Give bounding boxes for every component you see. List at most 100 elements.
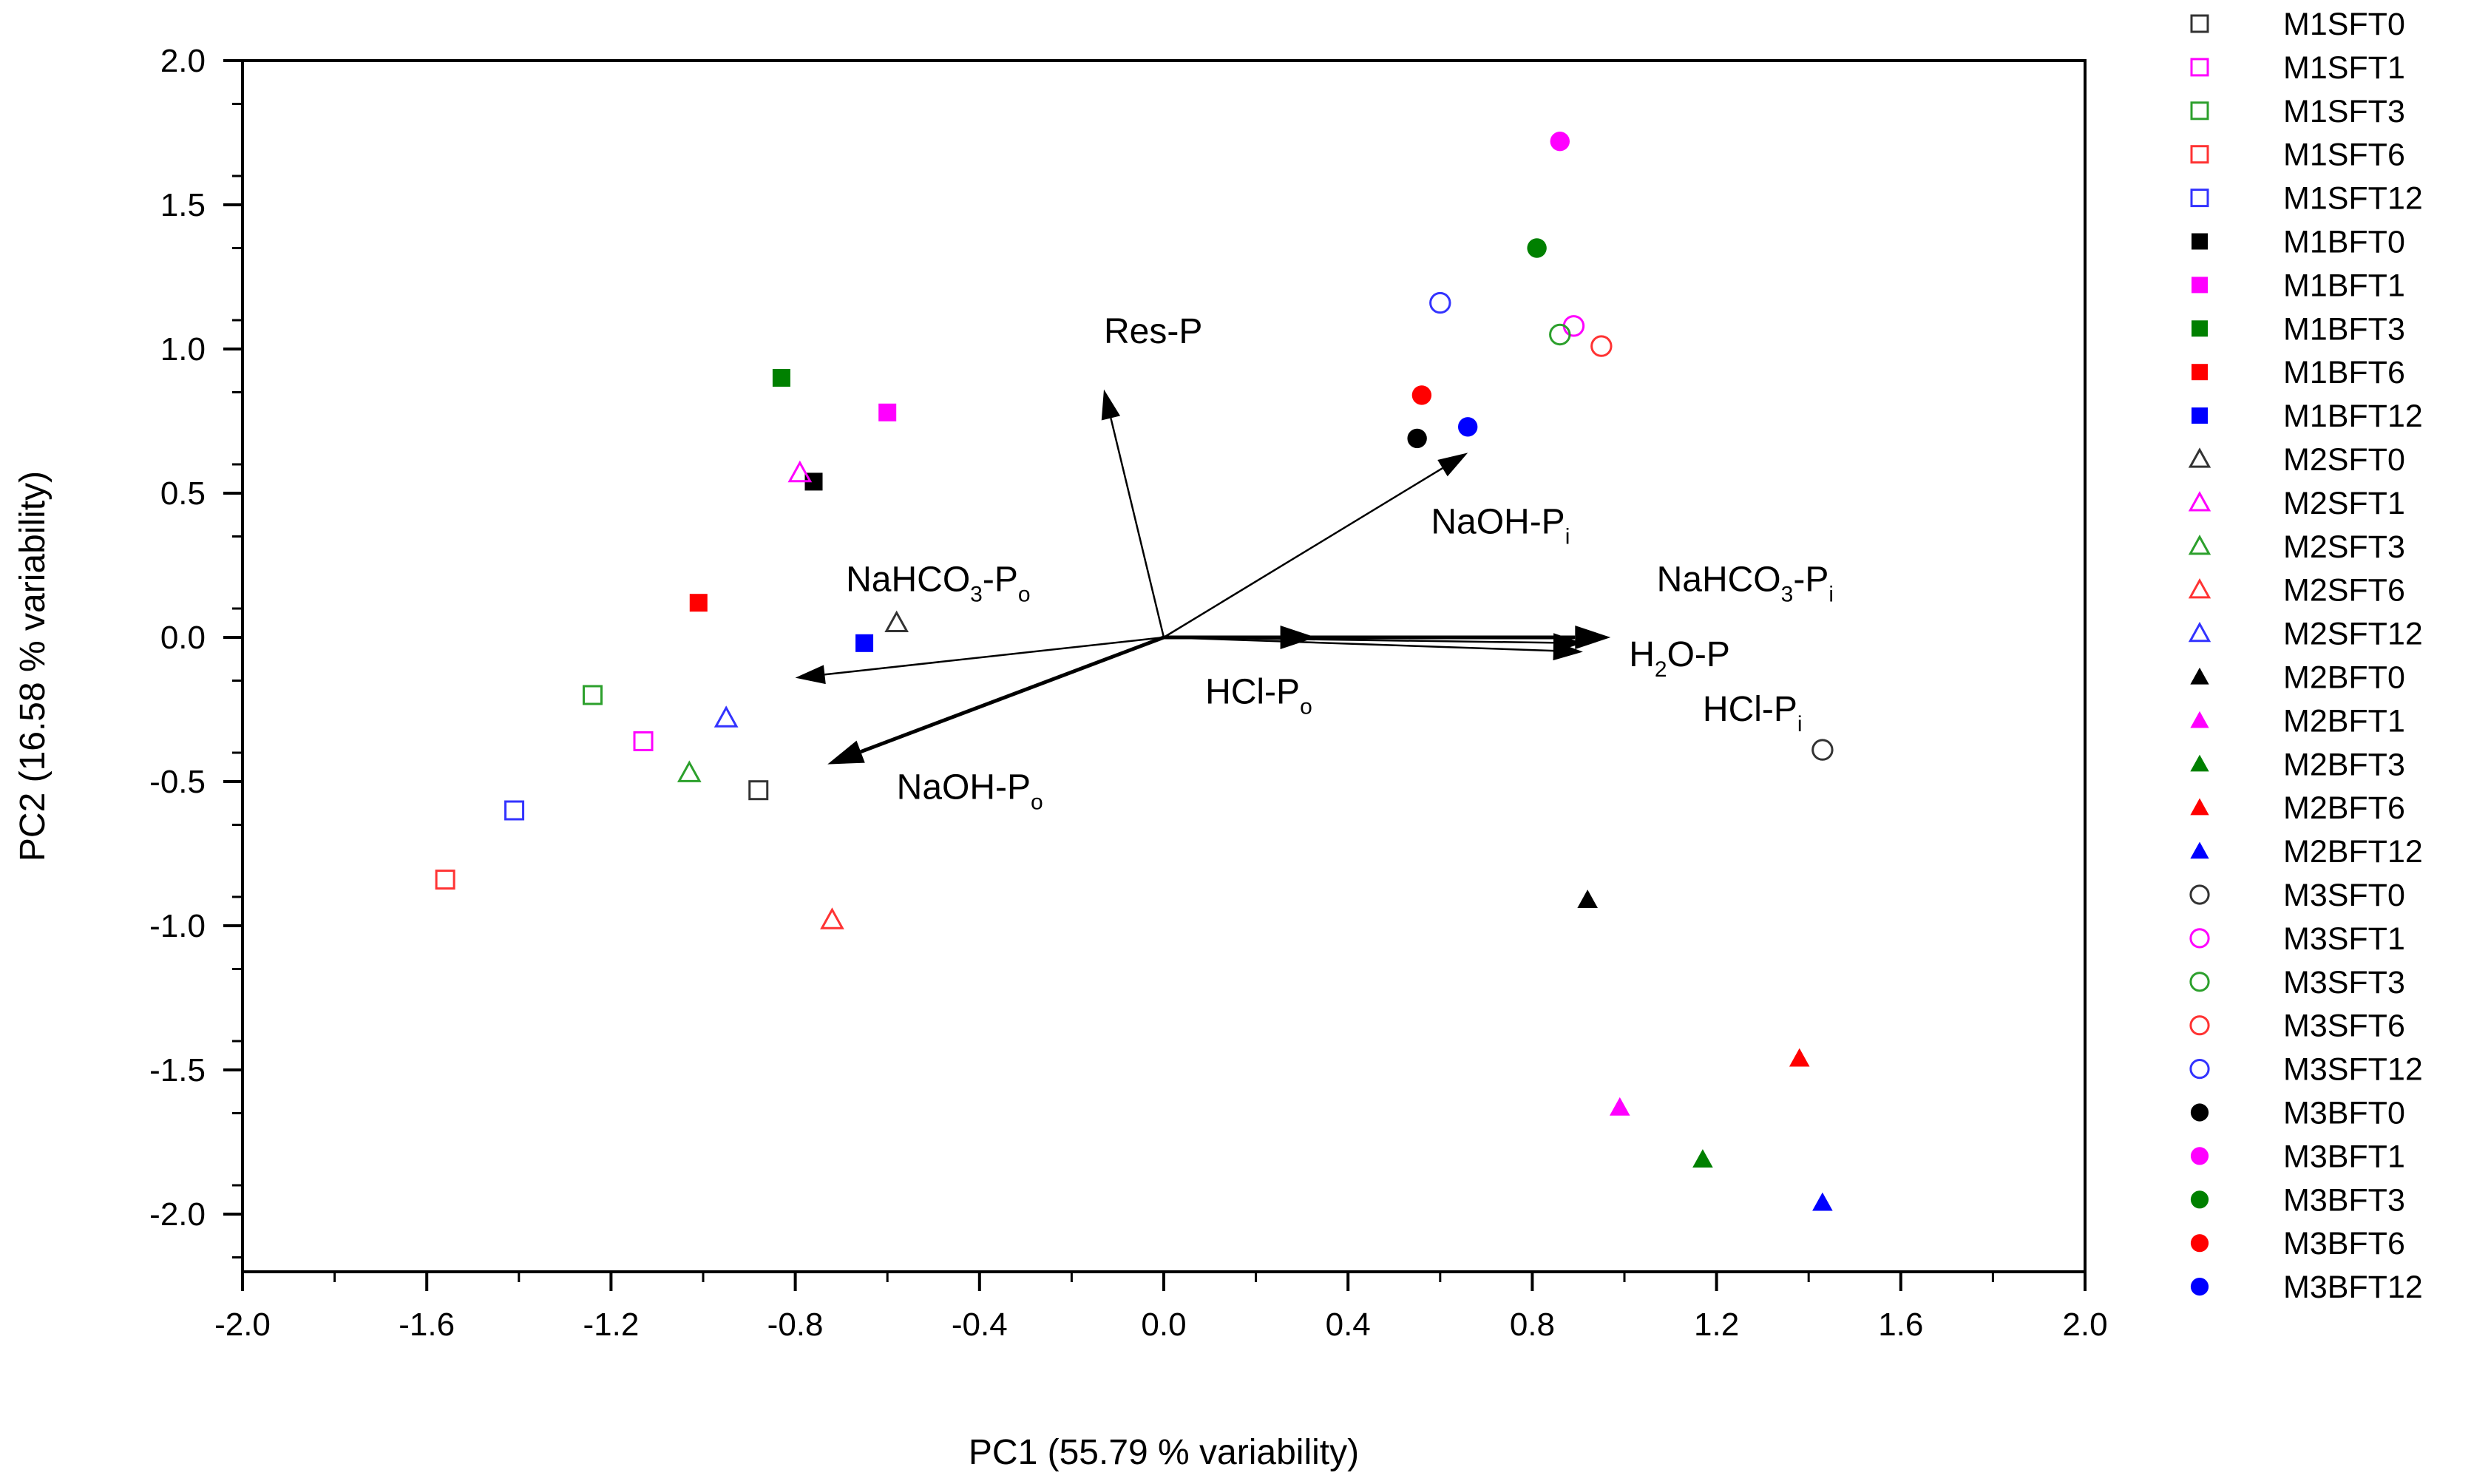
vector-Res-P	[1101, 389, 1165, 638]
legend-label: M2SFT0	[2283, 442, 2405, 478]
vector-line	[1163, 467, 1443, 639]
vector-label: HCl-Pi	[1703, 690, 1803, 736]
vector-label: NaOH-Pi	[1431, 503, 1570, 549]
legend-label: M1SFT6	[2283, 138, 2405, 173]
x-tick-label: 0.8	[1510, 1307, 1555, 1343]
vector-arrowhead	[1553, 641, 1583, 661]
vector-label-tail: -P	[1793, 560, 1828, 600]
legend-item-M2BFT0: M2BFT0	[2190, 660, 2405, 696]
vector-label: NaHCO3-Po	[846, 560, 1030, 607]
legend-marker	[2190, 1278, 2209, 1296]
vector-label: HCl-Po	[1205, 673, 1312, 719]
vector-label-subscript: i	[1828, 583, 1834, 607]
legend-marker	[2192, 364, 2208, 381]
vector-NaOH-Pi	[1163, 453, 1468, 639]
vector-HCl-Pi	[1163, 636, 1583, 661]
vector-label: NaHCO3-Pi	[1657, 560, 1834, 607]
legend-marker	[2190, 841, 2209, 859]
vector-line	[1163, 636, 1553, 652]
point-M1SFT3	[582, 685, 603, 705]
legend-item-M1BFT1: M1BFT1	[2192, 268, 2405, 303]
legend-label: M2BFT3	[2283, 747, 2405, 782]
vector-line	[1110, 418, 1165, 638]
vector-label-subscript: 3	[970, 583, 983, 607]
legend-item-M1SFT0: M1SFT0	[2190, 7, 2405, 42]
legend-item-M1SFT6: M1SFT6	[2190, 138, 2405, 173]
point-M2SFT3	[677, 760, 702, 782]
point-M2BFT0	[1577, 890, 1598, 908]
point-M1BFT6	[689, 594, 708, 612]
legend-label: M3BFT12	[2283, 1270, 2423, 1305]
vector-label: Res-P	[1104, 312, 1202, 351]
y-tick-label: 2.0	[160, 43, 206, 79]
vector-arrowhead	[1101, 389, 1121, 421]
point-M3BFT3	[1527, 238, 1547, 258]
legend-item-M2BFT6: M2BFT6	[2190, 790, 2405, 826]
vector-labels: Res-P NaOH-Pi NaHCO3-Pi H2O-P HCl-Pi HCl-Po Na…	[846, 312, 1834, 814]
vector-NaOH-Po	[827, 635, 1165, 765]
legend-label: M3SFT3	[2283, 965, 2405, 1000]
legend-item-M1BFT6: M1BFT6	[2192, 355, 2405, 390]
legend-item-M2SFT3: M2SFT3	[2188, 529, 2405, 565]
legend-label: M3BFT3	[2283, 1182, 2405, 1218]
point-M3BFT0	[1407, 428, 1427, 449]
point-M1SFT12	[504, 800, 525, 821]
point-M2SFT1	[787, 460, 813, 483]
legend-item-M3BFT6: M3BFT6	[2190, 1226, 2405, 1261]
axis-ticks	[223, 59, 2087, 1291]
point-M2SFT12	[713, 705, 739, 728]
legend-label: M1BFT0	[2283, 225, 2405, 260]
legend-label: M3BFT1	[2283, 1139, 2405, 1174]
point-M1BFT3	[772, 369, 790, 387]
tick-labels: -2.0 -1.6 -1.2 -0.8 -0.4 0.0 0.4 0.8 1.2 1.6 2.0 2.…	[149, 43, 2107, 1343]
point-M2BFT12	[1812, 1192, 1833, 1211]
point-M2BFT3	[1692, 1149, 1713, 1168]
vector-label: H2O-P	[1629, 635, 1730, 682]
legend-marker	[2189, 928, 2210, 949]
vector-arrowhead	[1575, 626, 1611, 649]
y-tick-label: -1.0	[149, 908, 206, 944]
vector-label-subscript: o	[1018, 583, 1031, 607]
x-tick-label: 1.2	[1694, 1307, 1739, 1343]
point-M3SFT0	[1811, 739, 1834, 761]
legend-item-M1BFT0: M1BFT0	[2192, 225, 2405, 260]
vector-arrowhead	[827, 740, 865, 765]
vector-label-tail: O-P	[1667, 635, 1730, 674]
vector-HCl-Po	[1164, 626, 1316, 649]
vector-arrowhead	[1437, 453, 1468, 477]
legend-marker	[2190, 58, 2209, 77]
legend-label: M2BFT12	[2283, 834, 2423, 870]
y-tick-label: 0.5	[160, 475, 206, 512]
legend-marker	[2192, 320, 2208, 337]
legend-item-M3SFT3: M3SFT3	[2189, 965, 2405, 1000]
legend-marker	[2190, 1147, 2209, 1165]
point-M3BFT12	[1457, 417, 1478, 437]
data-points	[435, 132, 1834, 1211]
point-M2SFT6	[820, 907, 844, 929]
legend-label: M2BFT0	[2283, 660, 2405, 696]
legend-label: M3BFT0	[2283, 1096, 2405, 1131]
y-tick-label: 0.0	[160, 620, 206, 656]
legend-label: M1BFT1	[2283, 268, 2405, 303]
y-axis-label: PC2 (16.58 % variability)	[13, 471, 52, 861]
point-M2SFT0	[884, 610, 909, 633]
vector-arrowhead	[1280, 626, 1316, 649]
point-M3BFT6	[1411, 385, 1432, 405]
legend-label: M3SFT0	[2283, 878, 2405, 913]
legend-marker	[2190, 145, 2209, 164]
legend-item-M1BFT12: M1BFT12	[2192, 399, 2423, 434]
legend-marker	[2190, 101, 2209, 121]
legend-item-M2BFT1: M2BFT1	[2190, 703, 2405, 739]
point-M3SFT1	[1562, 315, 1585, 337]
y-tick-label: 1.5	[160, 187, 206, 223]
legend-label: M2SFT12	[2283, 617, 2423, 652]
legend-marker	[2189, 884, 2210, 905]
legend-item-M3BFT0: M3BFT0	[2190, 1096, 2405, 1131]
y-tick-label: -2.0	[149, 1196, 206, 1233]
legend-label: M1BFT3	[2283, 311, 2405, 347]
legend-item-M2SFT12: M2SFT12	[2188, 617, 2423, 652]
legend-label: M1BFT12	[2283, 399, 2423, 434]
point-M3SFT12	[1429, 291, 1451, 314]
y-tick-label: -0.5	[149, 764, 206, 800]
